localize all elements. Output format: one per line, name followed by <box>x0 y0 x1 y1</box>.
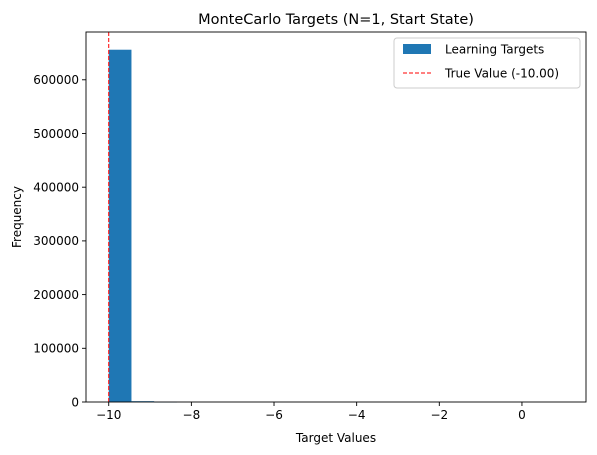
y-tick-label: 100000 <box>33 342 79 356</box>
y-axis-label: Frequency <box>10 186 24 248</box>
x-tick-label: −6 <box>265 408 283 422</box>
legend-label-true-value: True Value (-10.00) <box>444 67 559 81</box>
plot-frame <box>85 31 587 403</box>
y-tick-label: 500000 <box>33 127 79 141</box>
x-tick-label: 0 <box>518 408 526 422</box>
y-tick-label: 0 <box>71 395 79 409</box>
y-tick-label: 400000 <box>33 180 79 194</box>
y-axis-ticks: 0 100000 200000 300000 400000 500000 600000 <box>33 73 86 409</box>
x-tick-label: −10 <box>96 408 121 422</box>
x-tick-label: −4 <box>348 408 366 422</box>
y-tick-label: 200000 <box>33 288 79 302</box>
x-tick-label: −8 <box>183 408 201 422</box>
x-axis-ticks: −10 −8 −6 −4 −2 0 <box>96 402 526 422</box>
legend-patch-learning-targets <box>403 44 431 54</box>
legend-label-learning-targets: Learning Targets <box>445 43 544 57</box>
x-axis-label: Target Values <box>295 431 376 445</box>
y-tick-label: 600000 <box>33 73 79 87</box>
chart-title: MonteCarlo Targets (N=1, Start State) <box>198 12 474 28</box>
legend: Learning Targets True Value (-10.00) <box>393 37 581 89</box>
x-tick-label: −2 <box>430 408 448 422</box>
y-tick-label: 300000 <box>33 234 79 248</box>
legend-box <box>393 37 581 89</box>
histogram-bar <box>108 49 132 402</box>
